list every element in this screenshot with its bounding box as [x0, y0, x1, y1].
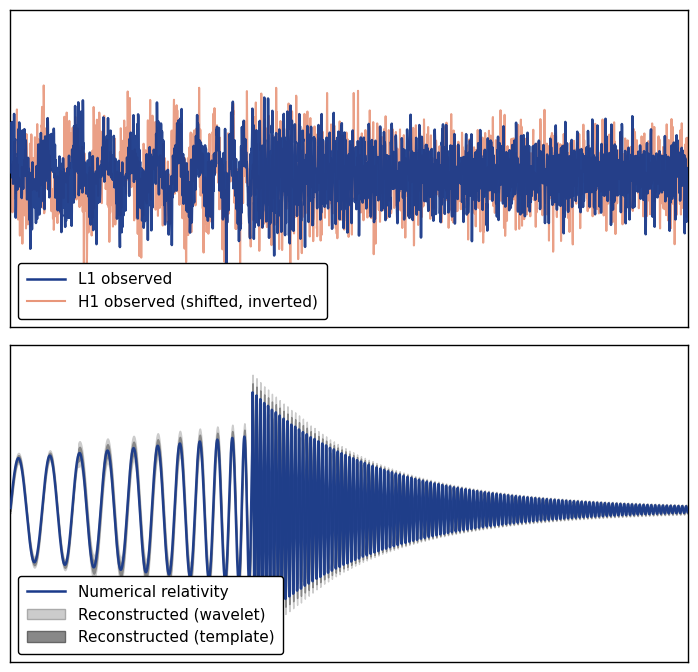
- Legend: L1 observed, H1 observed (shifted, inverted): L1 observed, H1 observed (shifted, inver…: [18, 263, 327, 319]
- Legend: Numerical relativity, Reconstructed (wavelet), Reconstructed (template): Numerical relativity, Reconstructed (wav…: [18, 576, 283, 655]
